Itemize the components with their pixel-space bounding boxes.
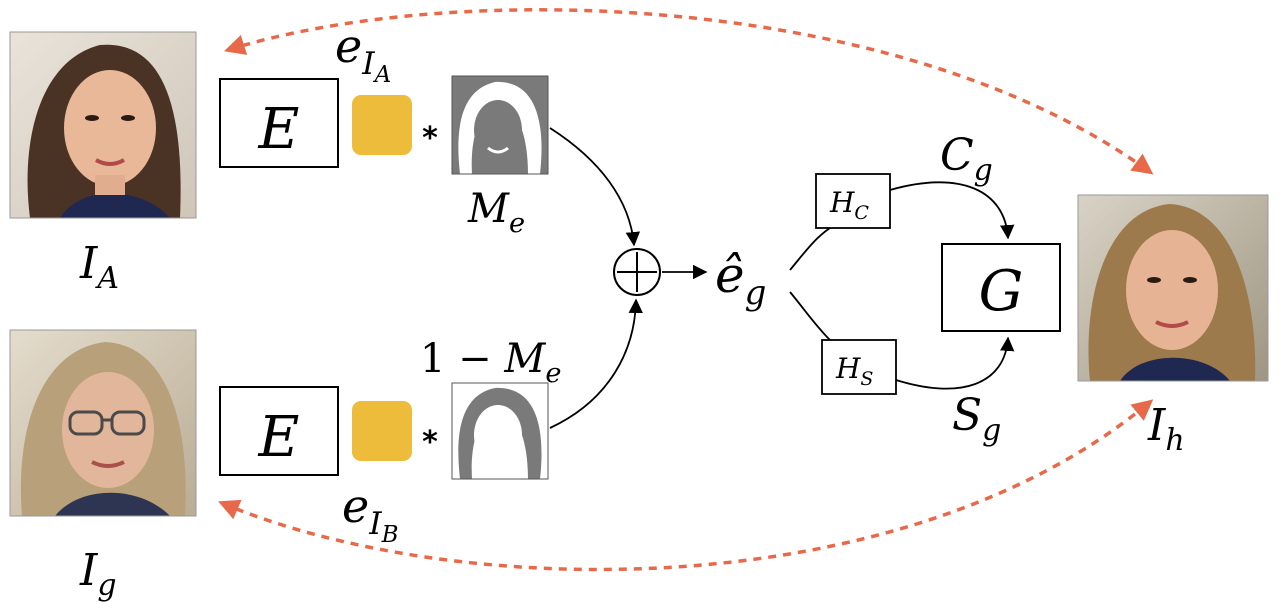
embedding-block-top: [352, 95, 412, 155]
branch-to-hs: [789, 291, 831, 341]
encoder-top-label: E: [258, 97, 300, 162]
arrow-mask-bottom-to-add: [549, 298, 643, 429]
label-i-a: IA: [79, 238, 119, 296]
head-style: HS: [821, 339, 897, 395]
branch-to-hc: [789, 227, 831, 271]
content-code-label: Cg: [940, 130, 993, 188]
loss-arrow-bottom: [218, 399, 1154, 572]
add-operator: [613, 248, 661, 296]
loss-arrow-top: [223, 8, 1154, 175]
head-content: HC: [815, 173, 891, 229]
face-image-h: [1077, 194, 1269, 382]
face-image-a: [9, 31, 197, 219]
encoder-bottom: E: [219, 386, 339, 476]
multiply-operator-bottom: *: [422, 425, 438, 460]
encoder-bottom-label: E: [258, 405, 300, 470]
mask-label-bottom: 1 − Me: [420, 336, 561, 389]
glasses-icon: [68, 410, 146, 436]
mask-image-top: [451, 75, 549, 175]
multiply-operator-top: *: [422, 121, 438, 156]
arrow-mask-top-to-add: [549, 127, 641, 247]
arrow-hc-to-g: [889, 181, 1015, 240]
encoder-top: E: [219, 78, 339, 168]
style-code-label: Sg: [952, 390, 1001, 448]
label-i-h: Ih: [1147, 400, 1185, 458]
mask-image-bottom: [451, 382, 549, 480]
face-image-g: [9, 329, 197, 517]
generator-label: G: [979, 259, 1024, 324]
combined-embedding-label: êg: [715, 246, 766, 313]
mask-label-top: Me: [467, 186, 525, 239]
embedding-label-top: eIA: [335, 19, 391, 88]
label-i-g: Ig: [79, 545, 117, 603]
generator: G: [941, 243, 1061, 332]
svg-text:HC: HC: [829, 186, 869, 224]
svg-text:HS: HS: [835, 352, 873, 390]
arrow-hs-to-g: [895, 336, 1015, 390]
embedding-label-bottom: eIB: [342, 479, 399, 548]
embedding-block-bottom: [352, 401, 412, 461]
